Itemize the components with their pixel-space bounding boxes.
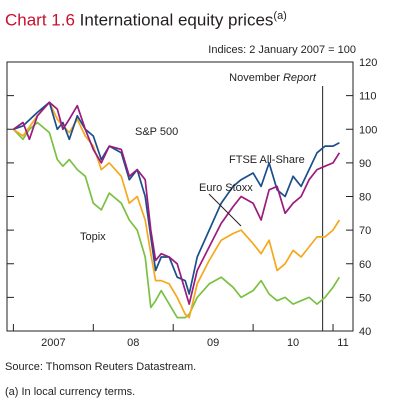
euro-stoxx-leader-line (208, 193, 242, 227)
chart-number: Chart 1.6 (5, 10, 75, 30)
y-tick-label: 70 (359, 225, 371, 237)
series-line-sp500 (12, 101, 341, 305)
november-report-label: November Report (229, 72, 317, 84)
y-tick-label: 90 (359, 158, 371, 170)
x-tick-label: 11 (337, 337, 348, 349)
y-tick-label: 120 (359, 57, 377, 69)
chart-title: Chart 1.6 International equity prices(a) (5, 10, 287, 31)
x-tick-label: 10 (287, 337, 299, 349)
y-tick-label: 110 (359, 91, 377, 103)
x-tick-label: 2007 (41, 337, 65, 349)
series-line-topix (12, 121, 341, 319)
series-label-ftse: FTSE All-Share (229, 154, 305, 166)
title-footnote-marker: (a) (273, 10, 287, 22)
y-tick-label: 50 (359, 292, 371, 304)
y-tick-label: 60 (359, 259, 371, 271)
footnote: (a) In local currency terms. (5, 386, 136, 398)
units-note: Indices: 2 January 2007 = 100 (208, 44, 356, 56)
x-tick-label: 09 (207, 337, 219, 349)
series-label-eurostoxx: Euro Stoxx (199, 182, 253, 194)
y-tick-label: 80 (359, 192, 371, 204)
source-note: Source: Thomson Reuters Datastream. (5, 361, 197, 373)
series-line-ftse (13, 101, 340, 295)
series-label-topix: Topix (80, 231, 106, 243)
x-tick-label: 08 (127, 337, 139, 349)
y-tick-label: 100 (359, 124, 377, 136)
series-label-sp500: S&P 500 (135, 126, 178, 138)
y-tick-label: 40 (359, 326, 371, 338)
chart-title-text: International equity prices (79, 10, 274, 30)
